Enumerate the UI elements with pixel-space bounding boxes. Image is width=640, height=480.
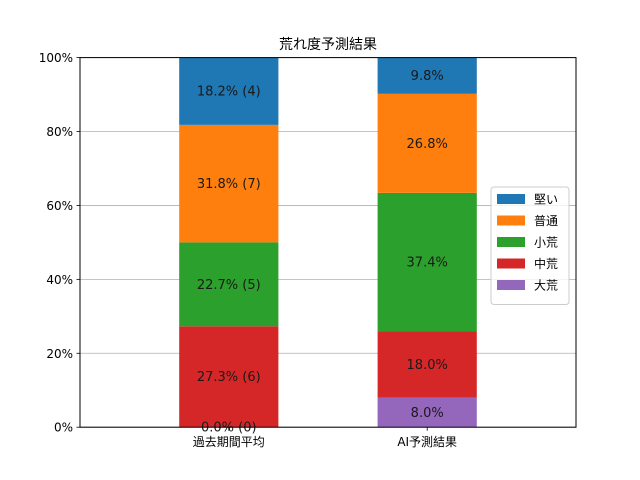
chart-title: 荒れ度予測結果	[279, 37, 377, 53]
legend-label: 堅い	[534, 193, 558, 207]
bar-segment	[377, 93, 477, 193]
legend-label: 小荒	[534, 236, 558, 250]
y-axis: 0% 20% 40% 60% 80% 100%	[39, 51, 80, 435]
plot-frame	[79, 57, 577, 428]
bar-segment	[377, 192, 477, 332]
segment-label: 31.8% (7)	[197, 177, 261, 192]
y-tick-label: 0%	[54, 421, 73, 435]
bar-segment	[179, 326, 279, 428]
bars	[179, 57, 477, 428]
segment-label: 18.0%	[407, 358, 448, 373]
x-axis: 過去期間平均 AI予測結果	[193, 427, 457, 449]
y-tick-label: 100%	[39, 51, 73, 65]
y-tick-label: 80%	[46, 125, 73, 139]
segment-label: 26.8%	[407, 137, 448, 152]
segment-labels: 0.0% (0)8.0%27.3% (6)18.0%22.7% (5)37.4%…	[197, 69, 448, 435]
x-tick-label: AI予測結果	[397, 435, 457, 449]
legend-swatch	[497, 194, 525, 204]
legend-label: 大荒	[534, 279, 558, 293]
y-tick-label: 60%	[46, 199, 73, 213]
legend-swatch	[497, 237, 525, 247]
segment-label: 18.2% (4)	[197, 85, 261, 100]
y-tick-label: 40%	[46, 273, 73, 287]
legend-swatch	[497, 258, 525, 269]
x-tick-label: 過去期間平均	[193, 435, 265, 449]
segment-label: 8.0%	[411, 406, 444, 421]
legend-swatch	[497, 215, 525, 226]
legend-label: 普通	[534, 214, 558, 228]
segment-label: 27.3% (6)	[197, 370, 261, 385]
bar-segment	[179, 124, 279, 243]
bar-segment	[179, 57, 279, 125]
bar-segment	[377, 397, 477, 428]
segment-label: 22.7% (5)	[197, 278, 261, 293]
legend-swatch	[497, 280, 525, 290]
bar-segment	[179, 242, 279, 327]
segment-label: 37.4%	[407, 255, 448, 270]
segment-label: 9.8%	[411, 69, 444, 84]
bar-segment	[377, 331, 477, 398]
y-tick-label: 20%	[46, 347, 73, 361]
legend-label: 中荒	[534, 256, 558, 271]
bar-segment	[377, 57, 477, 94]
